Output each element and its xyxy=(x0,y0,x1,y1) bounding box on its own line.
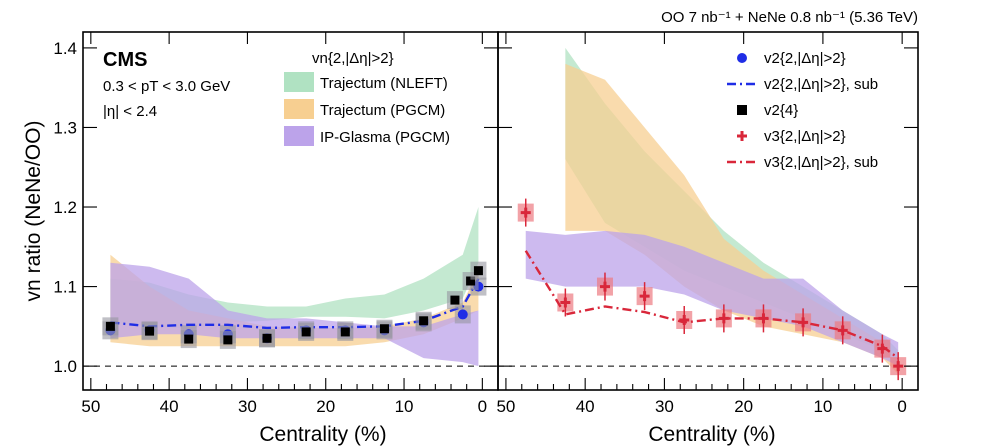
y-axis-title: vn ratio (NeNe/OO) xyxy=(22,121,45,302)
right-panel xyxy=(497,31,919,391)
left-x-tick-label: 40 xyxy=(160,397,179,416)
y-tick-label: 1.1 xyxy=(53,278,77,297)
y-tick-label: 1.2 xyxy=(53,198,77,217)
left-v24-point xyxy=(466,276,476,286)
left-x-tick-label: 30 xyxy=(238,397,257,416)
right-legend-marker xyxy=(737,105,747,115)
left-v24-point xyxy=(105,321,115,331)
left-legend-swatch xyxy=(284,126,314,146)
left-panel xyxy=(82,31,499,391)
right-plot-frame xyxy=(497,31,919,391)
right-legend-label: v3{2,|Δη|>2}, sub xyxy=(764,154,878,171)
right-legend-label: v2{2,|Δη|>2} xyxy=(764,50,846,67)
left-v24-point xyxy=(379,324,389,334)
left-v24-point xyxy=(223,335,233,345)
y-tick-label: 1.4 xyxy=(53,39,77,58)
left-v24-point xyxy=(184,334,194,344)
left-legend-swatch xyxy=(284,99,314,119)
left-x-tick-label: 50 xyxy=(81,397,100,416)
right-model-bands xyxy=(525,47,899,375)
right-x-tick-label: 0 xyxy=(897,397,906,416)
left-v24-point xyxy=(450,295,460,305)
left-v24-point xyxy=(262,333,272,343)
axis-ticks: 50 40 30 20 10 0 50 40 30 20 10 0 1.0 1.1 1.2 1.3 1.4 xyxy=(53,32,918,416)
left-legend-label: Trajectum (PGCM) xyxy=(320,102,445,119)
right-legend-marker xyxy=(737,131,747,141)
left-data-series xyxy=(102,261,487,349)
left-legend-label: IP-Glasma (PGCM) xyxy=(320,129,450,146)
right-band-2 xyxy=(565,63,899,375)
right-data-series xyxy=(517,198,907,381)
right-x-tick-label: 30 xyxy=(655,397,674,416)
right-legend-label: v2{2,|Δη|>2}, sub xyxy=(764,76,878,93)
left-model-bands xyxy=(110,207,479,367)
left-band-3 xyxy=(110,262,479,367)
right-x-tick-label: 20 xyxy=(734,397,753,416)
right-legend: v2{2,|Δη|>2} v2{2,|Δη|>2}, sub v2{4} v3{2,|… xyxy=(727,50,878,171)
right-legend-label: v2{4} xyxy=(764,102,798,119)
left-legend: vn{2,|Δη|>2} Trajectum (NLEFT) Trajectum (… xyxy=(284,50,450,146)
left-v24-point xyxy=(473,266,483,276)
left-legend-title: vn{2,|Δη|>2} xyxy=(312,50,394,67)
x-axis-title-right: Centrality (%) xyxy=(648,423,775,446)
experiment-label: CMS xyxy=(103,49,147,71)
right-x-tick-label: 50 xyxy=(496,397,515,416)
left-v24-point xyxy=(145,326,155,336)
x-axis-title-left: Centrality (%) xyxy=(259,423,386,446)
left-v24-point xyxy=(419,316,429,326)
right-x-tick-label: 10 xyxy=(813,397,832,416)
pt-cut-label: 0.3 < pT < 3.0 GeV xyxy=(103,78,230,95)
left-legend-label: Trajectum (NLEFT) xyxy=(320,75,448,92)
right-x-tick-label: 40 xyxy=(576,397,595,416)
left-x-tick-label: 20 xyxy=(316,397,335,416)
right-legend-label: v3{2,|Δη|>2} xyxy=(764,128,846,145)
eta-cut-label: |η| < 2.4 xyxy=(103,103,157,120)
left-v2-point xyxy=(457,309,468,320)
left-legend-swatch xyxy=(284,72,314,92)
y-tick-label: 1.0 xyxy=(53,357,77,376)
y-tick-label: 1.3 xyxy=(53,118,77,137)
right-legend-marker xyxy=(737,53,747,63)
left-x-tick-label: 10 xyxy=(395,397,414,416)
left-v24-point xyxy=(340,327,350,337)
left-x-tick-label: 0 xyxy=(478,397,487,416)
left-v24-point xyxy=(301,327,311,337)
right-series-1-line xyxy=(524,250,899,360)
lumi-label: OO 7 nb⁻¹ + NeNe 0.8 nb⁻¹ (5.36 TeV) xyxy=(661,9,918,26)
right-band-3 xyxy=(525,230,899,367)
